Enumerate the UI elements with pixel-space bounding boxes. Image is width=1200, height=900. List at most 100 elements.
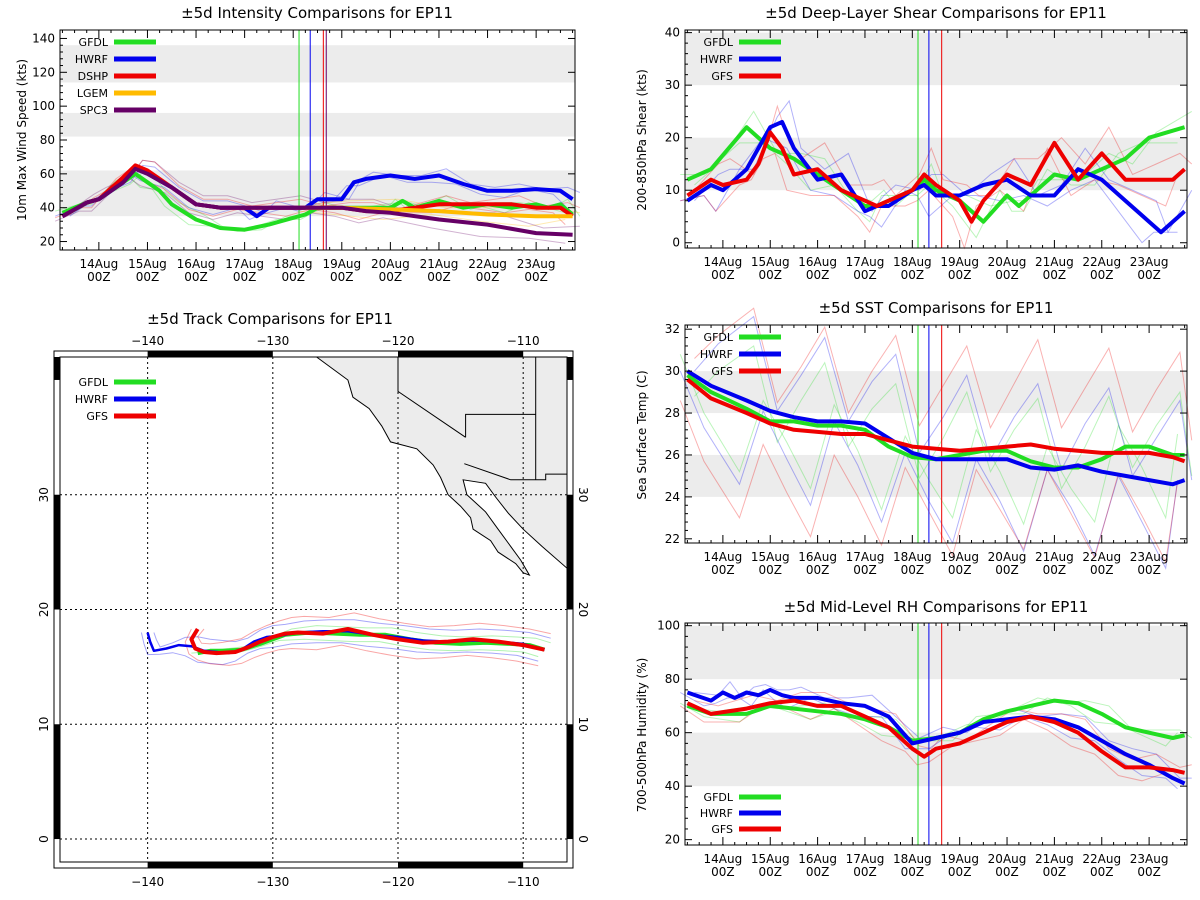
x-tick-date-label: 20Aug	[988, 255, 1027, 269]
x-tick-date-label: 23Aug	[517, 257, 556, 271]
legend-label-gfdl: GFDL	[79, 376, 109, 389]
series-hwrf-line	[686, 369, 1186, 487]
rh-chart: ±5d Mid-Level RH Comparisons for EP11 70…	[635, 598, 1193, 879]
series-hwrf-line	[686, 687, 1186, 786]
x-tick-time-label: 00Z	[136, 270, 160, 284]
x-tick-date-label: 19Aug	[940, 550, 979, 564]
series-gfs-line	[686, 130, 1186, 224]
longitude-label: −110	[507, 334, 540, 348]
shaded-band	[685, 454, 1187, 497]
legend-label-hwrf: HWRF	[700, 807, 733, 820]
x-tick-date-label: 19Aug	[322, 257, 361, 271]
x-tick-date-label: 15Aug	[128, 257, 167, 271]
latitude-label: 30	[37, 487, 51, 502]
faint-guidance-line	[694, 681, 1192, 779]
y-tick-label: 24	[665, 490, 680, 504]
y-tick-label: 20	[665, 833, 680, 847]
y-tick-label: 30	[665, 364, 680, 378]
legend-label-gfdl: GFDL	[704, 791, 734, 804]
x-tick-time-label: 00Z	[901, 268, 925, 282]
x-tick-date-label: 21Aug	[420, 257, 459, 271]
longitude-label: −120	[382, 875, 415, 889]
x-tick-date-label: 20Aug	[371, 257, 410, 271]
chart-title: ±5d Mid-Level RH Comparisons for EP11	[784, 598, 1089, 616]
x-tick-time-label: 00Z	[853, 563, 877, 577]
faint-track-line	[140, 632, 539, 666]
legend-label-gfs: GFS	[86, 410, 108, 423]
x-tick-date-label: 23Aug	[1130, 852, 1169, 866]
faint-guidance-line	[694, 315, 1193, 481]
latitude-label: 0	[576, 835, 590, 843]
x-tick-date-label: 15Aug	[751, 852, 790, 866]
x-tick-date-label: 15Aug	[751, 255, 790, 269]
chart-title: ±5d Deep-Layer Shear Comparisons for EP1…	[765, 4, 1107, 22]
x-tick-time-label: 00Z	[1090, 268, 1114, 282]
series-spc3-line	[61, 166, 573, 237]
faint-guidance-line	[298, 210, 566, 227]
x-tick-date-label: 18Aug	[893, 255, 932, 269]
x-tick-time-label: 00Z	[1043, 563, 1067, 577]
x-tick-date-label: 20Aug	[988, 550, 1027, 564]
y-tick-label: 40	[665, 26, 680, 40]
series-hwrf-line	[686, 119, 1186, 235]
series-gfs-line	[686, 377, 1186, 464]
x-tick-time-label: 00Z	[476, 270, 500, 284]
longitude-label: −130	[256, 334, 289, 348]
sst-chart: ±5d SST Comparisons for EP11 Sea Surface…	[635, 299, 1193, 577]
longitude-label: −110	[507, 875, 540, 889]
faint-guidance-line	[694, 99, 1193, 234]
legend-label-hwrf: HWRF	[75, 393, 108, 406]
intensity-chart: ±5d Intensity Comparisons for EP11 10m M…	[15, 4, 581, 284]
x-tick-time-label: 00Z	[233, 270, 257, 284]
x-tick-date-label: 20Aug	[988, 852, 1027, 866]
x-tick-time-label: 00Z	[1137, 563, 1161, 577]
x-tick-date-label: 16Aug	[798, 255, 837, 269]
x-tick-time-label: 00Z	[948, 865, 972, 879]
legend-label-gfdl: GFDL	[79, 36, 109, 49]
y-tick-label: 0	[672, 236, 680, 250]
y-tick-label: 60	[40, 167, 55, 181]
latitude-label: 10	[576, 717, 590, 732]
x-tick-date-label: 22Aug	[1082, 852, 1121, 866]
faint-guidance-line	[680, 142, 1178, 239]
x-tick-time-label: 00Z	[853, 865, 877, 879]
map-border-segment	[147, 862, 273, 868]
x-tick-date-label: 16Aug	[798, 550, 837, 564]
faint-guidance-line	[679, 400, 1179, 564]
x-tick-date-label: 18Aug	[893, 852, 932, 866]
x-tick-time-label: 00Z	[758, 268, 782, 282]
faint-track-line	[153, 619, 551, 648]
x-tick-date-label: 14Aug	[704, 852, 743, 866]
x-tick-time-label: 00Z	[758, 865, 782, 879]
x-tick-time-label: 00Z	[379, 270, 403, 284]
x-tick-date-label: 22Aug	[468, 257, 507, 271]
y-axis-label: 700-500hPa Humidity (%)	[635, 658, 649, 813]
track-gfs-line	[189, 627, 545, 656]
x-tick-date-label: 16Aug	[177, 257, 216, 271]
x-tick-date-label: 14Aug	[704, 255, 743, 269]
x-tick-date-label: 22Aug	[1082, 550, 1121, 564]
x-tick-date-label: 14Aug	[704, 550, 743, 564]
y-tick-label: 28	[665, 406, 680, 420]
y-axis-label: Sea Surface Temp (C)	[635, 370, 649, 499]
y-axis-label: 200-850hPa Shear (kts)	[635, 69, 649, 211]
x-tick-time-label: 00Z	[1090, 865, 1114, 879]
faint-track-line	[203, 625, 551, 654]
track-map: ±5d Track Comparisons for EP11 −140 −140 −…	[37, 310, 590, 889]
x-tick-time-label: 00Z	[711, 563, 735, 577]
x-tick-time-label: 00Z	[806, 865, 830, 879]
x-tick-date-label: 21Aug	[1035, 550, 1074, 564]
y-tick-label: 30	[665, 78, 680, 92]
x-tick-time-label: 00Z	[806, 563, 830, 577]
y-tick-label: 120	[32, 65, 55, 79]
latitude-label: 20	[37, 602, 51, 617]
x-tick-date-label: 14Aug	[80, 257, 119, 271]
y-tick-label: 80	[665, 672, 680, 686]
series-gfs-line	[686, 698, 1186, 775]
x-tick-time-label: 00Z	[948, 563, 972, 577]
x-tick-time-label: 00Z	[427, 270, 451, 284]
latitude-label: 20	[576, 602, 590, 617]
y-tick-label: 100	[657, 619, 680, 633]
legend-label-hwrf: HWRF	[700, 348, 733, 361]
x-tick-date-label: 22Aug	[1082, 255, 1121, 269]
